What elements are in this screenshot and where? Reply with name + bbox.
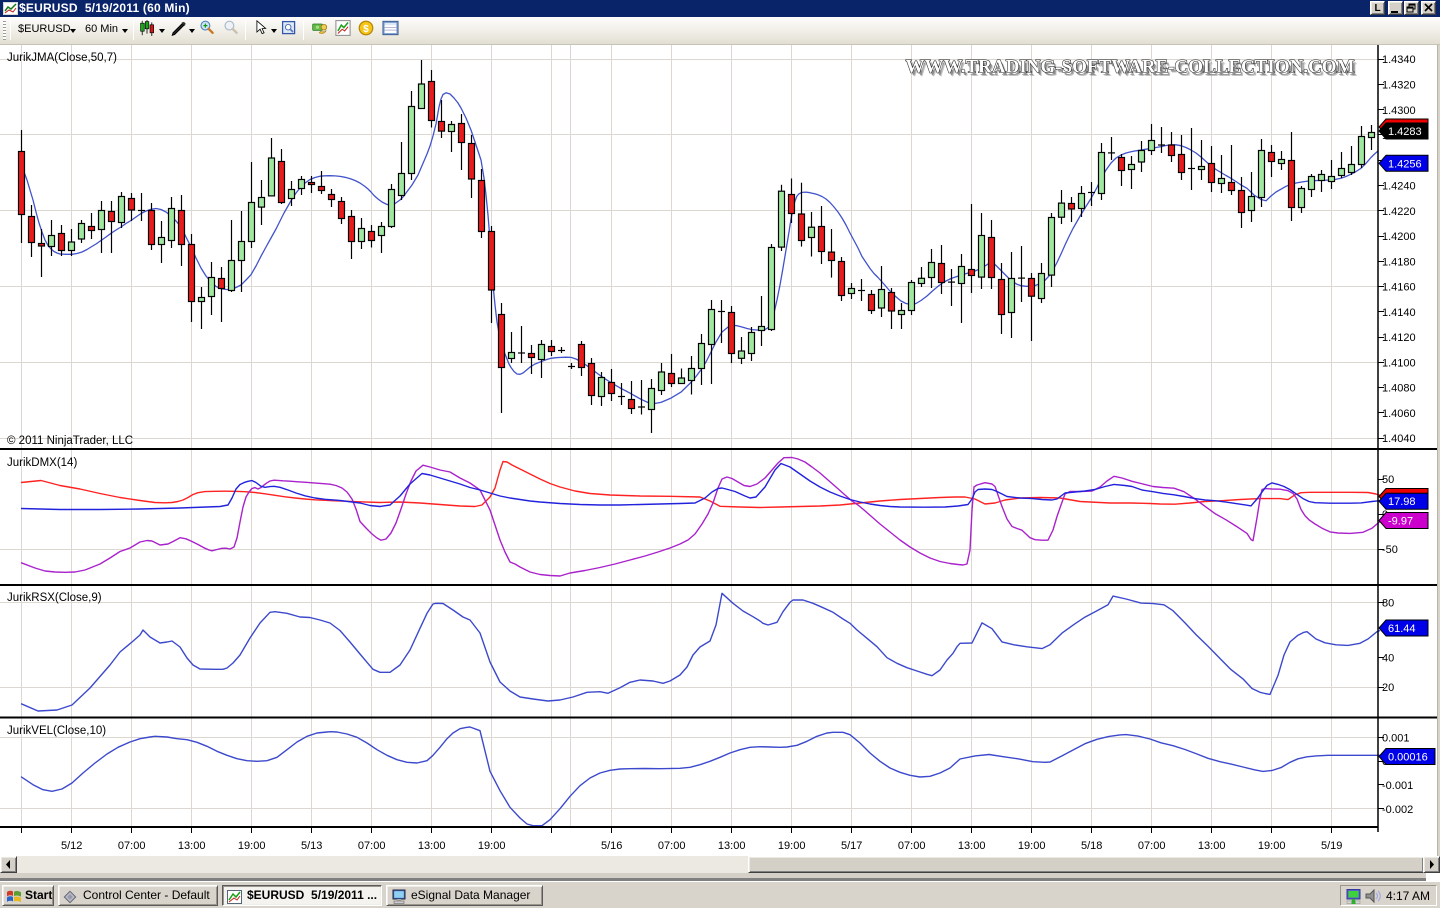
- svg-text:19:00: 19:00: [1018, 840, 1046, 852]
- svg-text:19:00: 19:00: [238, 840, 266, 852]
- svg-text:1.4140: 1.4140: [1382, 307, 1416, 319]
- svg-text:0.00016: 0.00016: [1388, 752, 1428, 764]
- svg-text:5/16: 5/16: [601, 840, 622, 852]
- svg-text:1.4040: 1.4040: [1382, 433, 1416, 445]
- svg-text:-0.001: -0.001: [1382, 780, 1413, 792]
- svg-text:40: 40: [1382, 653, 1394, 665]
- svg-text:-50: -50: [1382, 544, 1398, 556]
- svg-text:1.4060: 1.4060: [1382, 408, 1416, 420]
- svg-text:07:00: 07:00: [898, 840, 926, 852]
- svg-text:5/17: 5/17: [841, 840, 862, 852]
- svg-text:1.4100: 1.4100: [1382, 357, 1416, 369]
- svg-text:5/13: 5/13: [301, 840, 322, 852]
- svg-text:19:00: 19:00: [778, 840, 806, 852]
- svg-text:$: $: [363, 24, 369, 35]
- svg-text:1.4220: 1.4220: [1382, 206, 1416, 218]
- svg-text:17.98: 17.98: [1388, 496, 1416, 508]
- svg-text:13:00: 13:00: [1198, 840, 1226, 852]
- svg-text:0.001: 0.001: [1382, 732, 1410, 744]
- svg-text:1.4080: 1.4080: [1382, 383, 1416, 395]
- svg-text:07:00: 07:00: [358, 840, 386, 852]
- svg-text:WWW.TRADING-SOFTWARE-COLLECTIO: WWW.TRADING-SOFTWARE-COLLECTION.COM: [905, 57, 1354, 78]
- svg-text:© 2011 NinjaTrader, LLC: © 2011 NinjaTrader, LLC: [7, 435, 133, 447]
- svg-text:07:00: 07:00: [658, 840, 686, 852]
- svg-text:5/18: 5/18: [1081, 840, 1102, 852]
- svg-text:WWW.TRADING-SOFTWARE-COLLECTIO: WWW.TRADING-SOFTWARE-COLLECTION.COM: [907, 59, 1356, 80]
- svg-text:1.4200: 1.4200: [1382, 231, 1416, 243]
- svg-text:1.4283: 1.4283: [1388, 126, 1422, 138]
- svg-text:1.4180: 1.4180: [1382, 256, 1416, 268]
- svg-text:-0.002: -0.002: [1382, 804, 1413, 816]
- svg-text:07:00: 07:00: [1138, 840, 1166, 852]
- svg-text:19:00: 19:00: [478, 840, 506, 852]
- svg-text:1.4256: 1.4256: [1388, 158, 1422, 170]
- svg-text:20: 20: [1382, 682, 1394, 694]
- svg-text:1.4340: 1.4340: [1382, 54, 1416, 66]
- svg-text:80: 80: [1382, 597, 1394, 609]
- svg-text:50: 50: [1382, 474, 1394, 486]
- svg-text:07:00: 07:00: [118, 840, 146, 852]
- svg-text:-9.97: -9.97: [1388, 516, 1413, 528]
- svg-text:1.4120: 1.4120: [1382, 332, 1416, 344]
- svg-text:5/12: 5/12: [61, 840, 82, 852]
- svg-text:JurikDMX(14): JurikDMX(14): [7, 457, 77, 469]
- svg-text:1.4240: 1.4240: [1382, 181, 1416, 193]
- svg-text:JurikVEL(Close,10): JurikVEL(Close,10): [7, 725, 106, 737]
- svg-text:JurikJMA(Close,50,7): JurikJMA(Close,50,7): [7, 52, 117, 64]
- svg-text:WWW.TRADING-SOFTWARE-COLLECTIO: WWW.TRADING-SOFTWARE-COLLECTION.COM: [908, 60, 1357, 81]
- svg-text:13:00: 13:00: [178, 840, 206, 852]
- svg-text:5/19: 5/19: [1321, 840, 1342, 852]
- svg-text:1.4300: 1.4300: [1382, 105, 1416, 117]
- svg-text:13:00: 13:00: [418, 840, 446, 852]
- svg-text:13:00: 13:00: [958, 840, 986, 852]
- svg-text:JurikRSX(Close,9): JurikRSX(Close,9): [7, 592, 102, 604]
- svg-text:19:00: 19:00: [1258, 840, 1286, 852]
- svg-text:13:00: 13:00: [718, 840, 746, 852]
- svg-text:61.44: 61.44: [1388, 623, 1416, 635]
- svg-text:1.4160: 1.4160: [1382, 282, 1416, 294]
- svg-text:1.4320: 1.4320: [1382, 80, 1416, 92]
